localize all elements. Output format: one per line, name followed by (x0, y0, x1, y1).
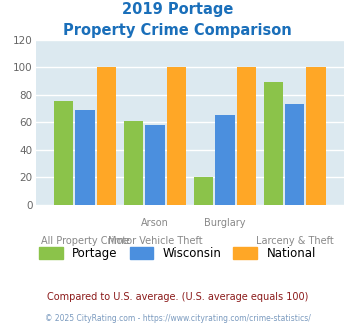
Text: Larceny & Theft: Larceny & Theft (256, 236, 334, 246)
Bar (54, 102, 73, 205)
Bar (194, 177, 213, 205)
Bar (145, 125, 165, 205)
Bar (306, 67, 326, 205)
Bar (166, 67, 186, 205)
Text: 2019 Portage: 2019 Portage (122, 2, 233, 16)
Text: Compared to U.S. average. (U.S. average equals 100): Compared to U.S. average. (U.S. average … (47, 292, 308, 302)
Bar (285, 104, 305, 205)
Legend: Portage, Wisconsin, National: Portage, Wisconsin, National (39, 247, 316, 260)
Text: © 2025 CityRating.com - https://www.cityrating.com/crime-statistics/: © 2025 CityRating.com - https://www.city… (45, 314, 310, 323)
Text: Property Crime Comparison: Property Crime Comparison (63, 23, 292, 38)
Bar (264, 82, 283, 205)
Text: Arson: Arson (141, 218, 169, 228)
Text: Motor Vehicle Theft: Motor Vehicle Theft (108, 236, 202, 246)
Bar (215, 115, 235, 205)
Bar (124, 121, 143, 205)
Text: All Property Crime: All Property Crime (40, 236, 129, 246)
Bar (75, 110, 95, 205)
Bar (97, 67, 116, 205)
Bar (236, 67, 256, 205)
Text: Burglary: Burglary (204, 218, 246, 228)
